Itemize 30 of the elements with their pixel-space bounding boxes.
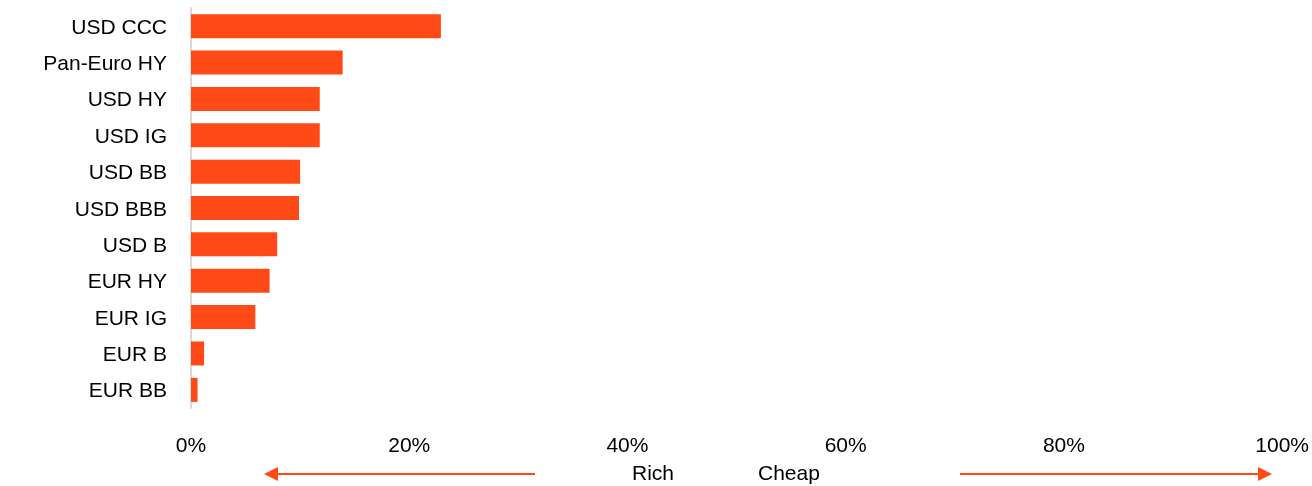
y-tick-label: USD B [102, 232, 167, 256]
y-tick-label: USD CCC [71, 14, 167, 38]
bar [191, 50, 343, 75]
y-tick-label: EUR HY [87, 269, 167, 293]
y-tick-label: EUR B [102, 341, 167, 365]
y-tick-label: EUR IG [94, 305, 167, 329]
x-tick-label: 40% [606, 433, 649, 456]
y-tick-label: USD IG [94, 123, 167, 147]
y-tick-label: USD BBB [74, 196, 167, 220]
text: Rich [632, 461, 675, 484]
bar [191, 196, 300, 220]
bar [191, 159, 301, 184]
bar [191, 123, 320, 148]
bar [191, 14, 441, 39]
x-tick-label: 100% [1255, 433, 1309, 456]
text: Cheap [758, 461, 820, 484]
bar [191, 86, 320, 111]
bar [191, 232, 278, 257]
x-tick-label: 20% [388, 433, 431, 456]
bar [191, 305, 256, 330]
y-tick-label: USD HY [87, 87, 167, 111]
x-tick-label: 60% [824, 433, 867, 456]
y-tick-label: Pan-Euro HY [43, 51, 167, 75]
y-tick-label: EUR BB [88, 378, 167, 402]
x-tick-label: 0% [175, 433, 207, 456]
x-tick-label: 80% [1042, 433, 1085, 456]
bar [191, 377, 198, 402]
y-tick-label: USD BB [88, 160, 167, 184]
bar [191, 268, 270, 293]
bar [191, 341, 205, 366]
